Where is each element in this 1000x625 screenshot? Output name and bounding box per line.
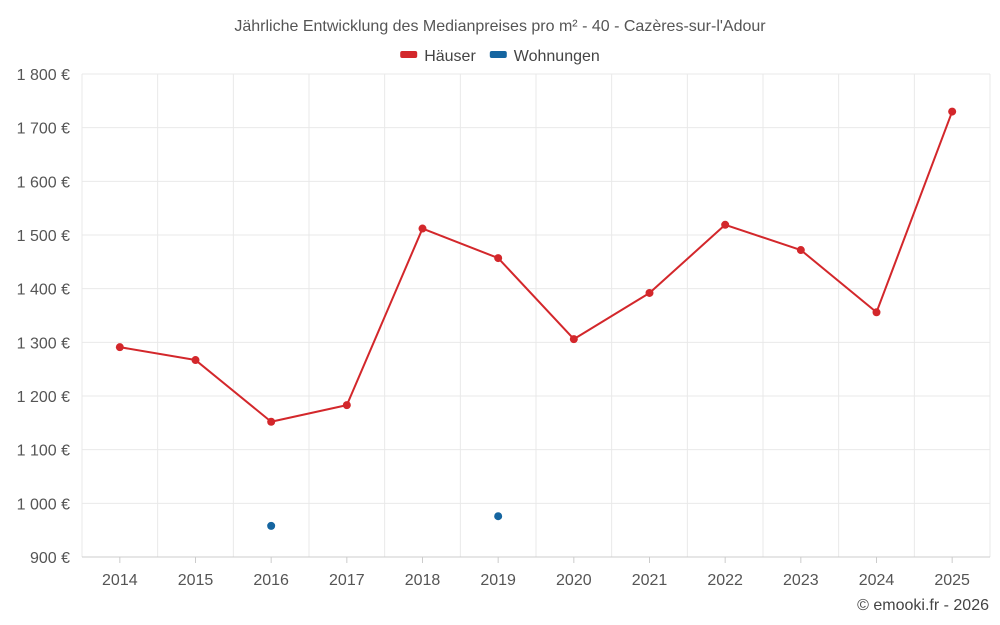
series-0-point	[342, 401, 351, 410]
y-tick-label: 1 800 €	[17, 67, 70, 84]
x-tick-label: 2021	[632, 572, 668, 589]
x-tick-label: 2015	[178, 572, 214, 589]
y-tick-label: 1 400 €	[17, 282, 70, 299]
x-tick-label: 2024	[859, 572, 895, 589]
y-axis: 900 € 1 000 € 1 100 € 1 200 € 1 300 € 1 400 €…	[17, 67, 70, 567]
series-0-point	[191, 356, 200, 365]
y-tick-label: 1 200 €	[17, 389, 70, 406]
x-tick-label: 2018	[405, 572, 441, 589]
y-tick-label: 1 000 €	[17, 496, 70, 513]
legend: Häuser Wohnungen	[400, 48, 600, 65]
y-tick-label: 1 600 €	[17, 174, 70, 191]
y-tick-label: 1 700 €	[17, 121, 70, 138]
x-tick-label: 2020	[556, 572, 592, 589]
series-0-point	[494, 254, 503, 263]
legend-label: Häuser	[424, 48, 476, 65]
series-0-point	[796, 246, 805, 255]
series-0-point	[721, 220, 730, 229]
series-0-line	[119, 111, 954, 423]
x-tick-label: 2017	[329, 572, 365, 589]
x-tick-label: 2023	[783, 572, 819, 589]
series-0-point	[569, 335, 578, 344]
x-tick-label: 2025	[934, 572, 970, 589]
series-1-point	[494, 512, 503, 521]
credit-label: © emooki.fr - 2026	[857, 597, 989, 614]
series-1-point	[267, 521, 276, 530]
y-tick-label: 900 €	[30, 550, 70, 567]
series-group	[115, 107, 957, 530]
series-0-point	[115, 343, 124, 352]
legend-swatch	[400, 51, 418, 58]
x-tick-label: 2019	[480, 572, 516, 589]
series-0-point	[418, 224, 427, 233]
x-tick-label: 2022	[707, 572, 743, 589]
series-0-point	[872, 308, 881, 317]
y-tick-label: 1 300 €	[17, 335, 70, 352]
grid	[81, 73, 991, 557]
x-tick-label: 2014	[102, 572, 138, 589]
legend-swatch	[489, 51, 507, 58]
x-axis: 2014 2015 2016 2017 2018 2019 2020 2021 2022 2023…	[82, 556, 990, 589]
series-0-point	[645, 288, 654, 297]
chart-title: Jährliche Entwicklung des Medianpreises …	[234, 18, 766, 35]
x-tick-label: 2016	[253, 572, 289, 589]
y-tick-label: 1 500 €	[17, 228, 70, 245]
y-tick-label: 1 100 €	[17, 443, 70, 460]
series-0-point	[267, 417, 276, 426]
series-0-point	[948, 107, 957, 116]
legend-label: Wohnungen	[514, 48, 600, 65]
